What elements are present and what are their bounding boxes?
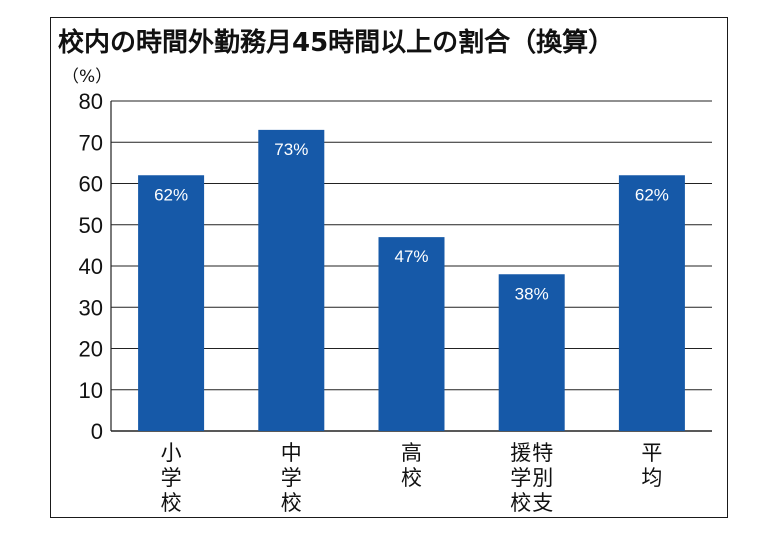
x-category-label-char: 特 — [532, 441, 553, 465]
bar — [138, 175, 205, 431]
bar — [378, 237, 445, 431]
y-tick-label: 10 — [79, 378, 103, 403]
x-category-label-char: 小 — [161, 441, 182, 465]
bar — [498, 274, 565, 431]
data-label: 47% — [394, 247, 428, 266]
bar — [258, 129, 325, 431]
y-tick-label: 70 — [79, 130, 103, 155]
x-category-label-char: 平 — [641, 441, 662, 465]
chart-frame — [50, 17, 728, 518]
x-category-label-char: 校 — [161, 491, 182, 515]
data-label: 62% — [154, 185, 188, 204]
y-tick-label: 60 — [79, 172, 103, 197]
x-category-label-char: 学 — [510, 466, 531, 490]
y-tick-label: 40 — [79, 254, 103, 279]
y-tick-label: 50 — [79, 213, 103, 238]
data-label: 73% — [274, 140, 308, 159]
x-category-label-char: 学 — [281, 466, 302, 490]
x-category-label-char: 中 — [281, 441, 302, 465]
y-tick-label: 0 — [91, 419, 103, 444]
x-category-label-char: 別 — [532, 466, 553, 490]
bar — [618, 175, 685, 431]
y-tick-label: 80 — [79, 89, 103, 114]
x-category-label-char: 支 — [532, 491, 553, 515]
x-category-label-char: 均 — [641, 466, 662, 490]
chart-title: 校内の時間外勤務月45時間以上の割合（換算） — [58, 28, 615, 58]
x-category-label-char: 校 — [401, 466, 422, 490]
y-tick-label: 30 — [79, 295, 103, 320]
x-category-label-char: 援 — [510, 441, 531, 465]
data-label: 62% — [635, 185, 669, 204]
y-axis-unit-label: （%） — [62, 67, 113, 87]
x-category-label-char: 高 — [401, 441, 422, 465]
x-category-label-char: 校 — [510, 491, 531, 515]
x-category-label-char: 学 — [161, 466, 182, 490]
x-category-label-char: 校 — [281, 491, 302, 515]
y-tick-label: 20 — [79, 337, 103, 362]
data-label: 38% — [515, 284, 549, 303]
